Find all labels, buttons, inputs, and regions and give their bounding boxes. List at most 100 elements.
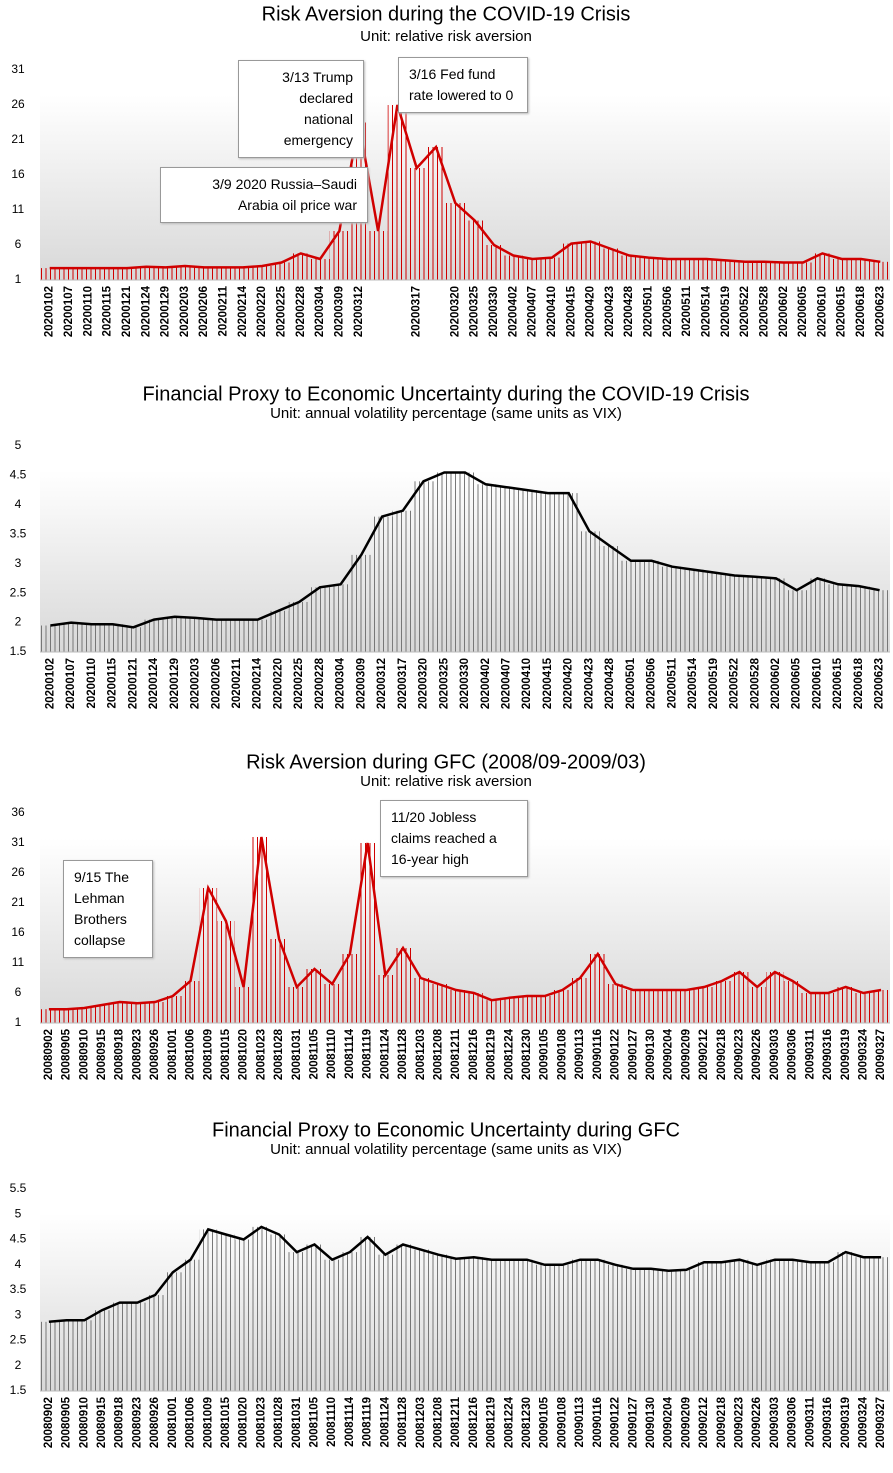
- bar: [642, 1268, 660, 1391]
- bar: [600, 248, 620, 280]
- bar: [503, 255, 523, 280]
- bar: [411, 978, 430, 1023]
- bar: [181, 981, 200, 1023]
- bar: [81, 624, 103, 652]
- x-tick-label: 20200325: [469, 285, 481, 337]
- x-tick-label: 20090127: [627, 1029, 639, 1080]
- y-tick-label: 2.5: [10, 585, 27, 599]
- bar: [606, 984, 625, 1023]
- bar: [392, 510, 414, 652]
- chart-title: Financial Proxy to Economic Uncertainty …: [212, 1119, 680, 1141]
- x-tick-label: 20200107: [65, 658, 77, 709]
- bar: [407, 168, 427, 280]
- x-tick-label: 20081023: [255, 1029, 267, 1080]
- x-tick-label: 20200203: [190, 658, 202, 709]
- bar: [783, 981, 802, 1023]
- x-tick-label: 20090122: [610, 1397, 622, 1448]
- x-tick-label: 20081114: [344, 1028, 356, 1079]
- x-tick-label: 20200511: [666, 657, 678, 708]
- bar: [807, 578, 828, 652]
- chart-subtitle: Unit: relative risk aversion: [360, 773, 532, 790]
- y-tick-label: 3.5: [10, 526, 27, 540]
- bar: [270, 939, 288, 1023]
- x-tick-label: 20200410: [521, 658, 533, 709]
- bar: [730, 972, 749, 1023]
- bar: [730, 1259, 749, 1391]
- bar: [110, 1002, 129, 1023]
- bar: [445, 203, 465, 280]
- x-tick-label: 20090108: [556, 1028, 568, 1080]
- x-tick-label: 20200615: [832, 657, 844, 709]
- x-tick-label: 20200220: [272, 658, 284, 709]
- x-tick-label: 20081006: [185, 1029, 197, 1080]
- bar: [291, 253, 311, 280]
- x-tick-label: 20090209: [680, 1397, 692, 1448]
- x-tick-label: 20080905: [61, 1028, 73, 1080]
- bar: [199, 888, 218, 1023]
- bar: [447, 1258, 465, 1391]
- bar: [872, 990, 890, 1023]
- bar: [447, 990, 465, 1023]
- bar: [110, 1302, 129, 1391]
- bar: [484, 245, 504, 280]
- x-tick-label: 20200506: [646, 658, 658, 709]
- bar: [836, 1252, 855, 1391]
- x-tick-label: 20090223: [734, 1029, 746, 1080]
- x-tick-label: 20200129: [160, 286, 172, 337]
- x-tick-label: 20200407: [527, 286, 539, 337]
- x-tick-label: 20200121: [121, 285, 133, 337]
- bar: [744, 576, 766, 652]
- x-tick-label: 20081224: [503, 1028, 515, 1080]
- bar: [696, 259, 717, 280]
- x-tick-label: 20200618: [855, 285, 867, 337]
- bar: [819, 993, 837, 1023]
- x-tick-label: 20200618: [853, 657, 865, 709]
- chart-title: Risk Aversion during the COVID-19 Crisis: [262, 3, 631, 25]
- x-tick-label: 20200423: [604, 286, 616, 337]
- bar: [93, 1005, 111, 1023]
- bar: [588, 954, 607, 1023]
- x-tick-label: 20200415: [542, 657, 554, 709]
- bar: [213, 267, 234, 280]
- x-tick-label: 20200211: [231, 657, 243, 708]
- bar: [801, 1262, 820, 1391]
- line: [49, 104, 881, 270]
- bar: [716, 260, 736, 280]
- bar: [93, 1310, 111, 1391]
- x-tick-label: 20200225: [293, 657, 305, 709]
- bar: [854, 993, 873, 1023]
- x-tick-label: 20081009: [202, 1029, 214, 1080]
- x-tick-label: 20090130: [645, 1397, 657, 1448]
- y-tick-label: 31: [11, 62, 25, 76]
- x-tick-label: 20200410: [546, 286, 558, 337]
- bar: [117, 268, 137, 280]
- y-tick-label: 1: [15, 1015, 22, 1029]
- x-tick-label: 20200501: [643, 285, 655, 337]
- bar: [703, 572, 725, 652]
- bar: [766, 1259, 784, 1391]
- x-tick-label: 20081006: [185, 1397, 197, 1448]
- bar: [642, 990, 660, 1023]
- bar: [786, 590, 808, 652]
- bar: [872, 1257, 890, 1391]
- x-tick-label: 20200102: [44, 286, 56, 337]
- x-tick-label: 20090113: [574, 1029, 586, 1080]
- bar: [199, 1229, 218, 1391]
- x-tick-label: 20080910: [78, 1397, 90, 1448]
- x-tick-label: 20090212: [698, 1029, 710, 1080]
- bar: [754, 261, 775, 280]
- x-tick-label: 20200514: [701, 285, 713, 337]
- x-tick-label: 20081230: [521, 1397, 533, 1448]
- bar: [429, 1254, 448, 1391]
- bar: [194, 267, 214, 280]
- bar: [163, 1272, 182, 1391]
- x-tick-label: 20200528: [758, 285, 770, 337]
- annotation: 3/13 Trump declared national emergency: [238, 60, 364, 158]
- x-tick-label: 20090204: [663, 1396, 675, 1448]
- x-tick-label: 20200423: [583, 658, 595, 709]
- bar: [40, 1009, 58, 1023]
- y-tick-label: 3: [15, 556, 22, 570]
- bar: [59, 268, 79, 280]
- bar: [475, 484, 497, 652]
- x-tick-label: 20200506: [662, 286, 674, 337]
